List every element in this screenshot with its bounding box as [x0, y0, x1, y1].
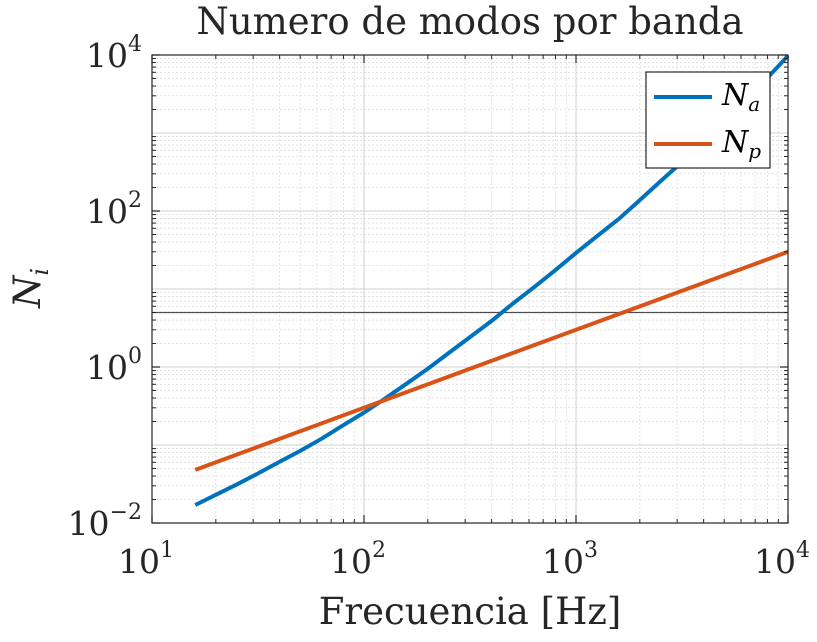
y-axis-label: Ni — [6, 268, 54, 309]
y-tick-label: 100 — [86, 344, 142, 387]
y-tick-label-exponent: 4 — [128, 32, 142, 57]
x-tick-label: 102 — [330, 538, 386, 581]
legend-label-n-p-base: N — [721, 125, 750, 160]
y-tick-label-base: 10 — [86, 36, 128, 75]
y-tick-label-base: 10 — [68, 504, 110, 543]
legend-label-n-a: Na — [721, 78, 760, 116]
series-line-n-p — [194, 249, 789, 472]
x-tick-label-exponent: 2 — [372, 538, 386, 563]
y-tick-label-base: 10 — [86, 348, 128, 387]
y-tick-label: 102 — [86, 188, 142, 231]
x-tick-label: 103 — [542, 538, 598, 581]
chart-title: Numero de modos por banda — [196, 0, 743, 43]
legend-label-n-a-base: N — [721, 78, 750, 113]
legend-box — [645, 71, 771, 169]
x-axis-label: Frecuencia [Hz] — [319, 590, 622, 633]
x-tick-label-base: 10 — [118, 542, 160, 581]
legend-label-n-p-sub: p — [748, 139, 761, 163]
x-tick-label-base: 10 — [542, 542, 584, 581]
legend: Na Np — [645, 71, 771, 169]
x-tick-label-exponent: 4 — [796, 538, 810, 563]
y-tick-label-exponent: 2 — [128, 188, 142, 213]
y-axis-label-base: N — [6, 274, 49, 309]
y-tick-label: 104 — [86, 32, 142, 75]
x-tick-label-base: 10 — [330, 542, 372, 581]
x-tick-label-exponent: 1 — [160, 538, 174, 563]
tick-marks — [151, 54, 789, 524]
axes-box — [151, 54, 789, 524]
x-tick-label: 104 — [754, 538, 810, 581]
y-tick-label-exponent: 0 — [128, 344, 142, 369]
y-tick-label-base: 10 — [86, 192, 128, 231]
legend-label-n-a-sub: a — [748, 92, 760, 116]
y-tick-label-exponent: −2 — [110, 500, 142, 525]
y-axis-label-sub: i — [26, 268, 54, 276]
legend-label-n-p: Np — [721, 125, 761, 163]
x-tick-label: 101 — [118, 538, 174, 581]
x-tick-label-base: 10 — [754, 542, 796, 581]
x-tick-label-exponent: 3 — [584, 538, 598, 563]
y-tick-label: 10−2 — [68, 500, 142, 543]
